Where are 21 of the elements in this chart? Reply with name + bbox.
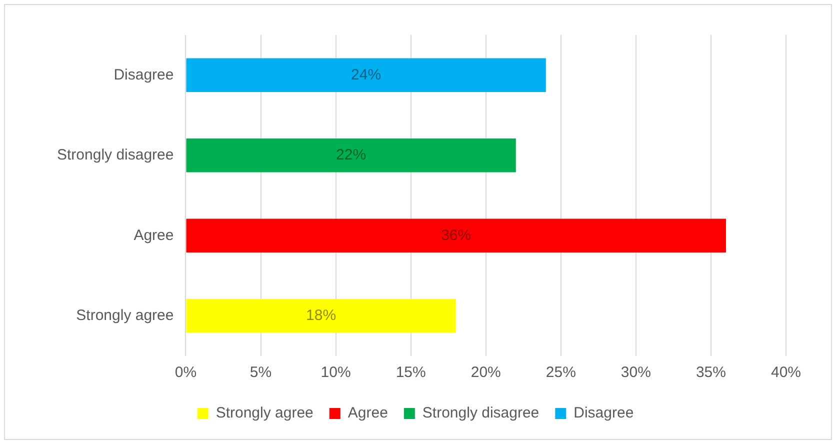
y-tick-label: Strongly agree [76,307,174,324]
x-tick-label: 30% [620,364,651,382]
x-tick-label: 15% [396,364,426,382]
x-tick-label: 40% [770,364,802,382]
x-tick-label: 0% [174,364,197,382]
data-label: 18% [306,307,336,324]
x-tick-label: 35% [696,364,726,382]
legend-label: Strongly agree [216,404,314,422]
x-tick-label: 25% [546,364,576,382]
y-tick-label: Strongly disagree [57,146,174,164]
x-tick-label: 5% [250,364,272,382]
legend-label: Strongly disagree [422,404,540,422]
data-label: 36% [441,226,472,244]
legend-label: Disagree [574,404,634,422]
legend-label: Agree [348,404,388,422]
data-label: 22% [336,146,366,164]
y-tick-label: Disagree [114,66,174,84]
x-tick-label: 20% [470,364,501,382]
x-tick-label: 10% [320,364,351,382]
y-tick-label: Agree [134,226,174,244]
data-label: 24% [351,66,382,84]
